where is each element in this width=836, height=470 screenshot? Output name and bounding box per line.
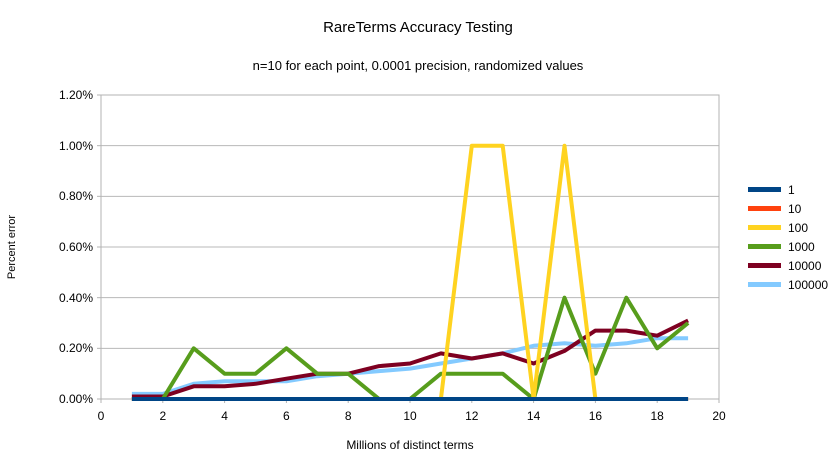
legend-item-10000: 10000: [748, 256, 828, 275]
legend-item-10: 10: [748, 199, 828, 218]
x-tick-label: 0: [97, 409, 105, 423]
legend-label: 10000: [788, 258, 822, 273]
legend-item-100000: 100000: [748, 275, 828, 294]
series-line-10000: [131, 318, 689, 399]
y-tick-label: 0.60%: [58, 240, 93, 254]
y-tick-label: 0.00%: [58, 392, 93, 406]
x-tick-label: 18: [650, 409, 664, 423]
x-tick-label: 10: [403, 409, 417, 423]
legend-swatch: [748, 244, 781, 249]
x-tick-label: 2: [159, 409, 167, 423]
x-tick-label: 12: [465, 409, 479, 423]
series-line-100000: [131, 336, 689, 396]
x-tick-label: 8: [344, 409, 352, 423]
legend-swatch: [748, 225, 781, 230]
legend-item-1000: 1000: [748, 237, 828, 256]
x-tick-label: 4: [221, 409, 228, 423]
legend-label: 1000: [788, 239, 815, 254]
x-tick-label: 20: [712, 409, 726, 423]
y-tick-label: 1.20%: [58, 88, 93, 102]
chart-subtitle: n=10 for each point, 0.0001 precision, r…: [252, 58, 584, 73]
legend-item-100: 100: [748, 218, 828, 237]
legend-swatch: [748, 206, 781, 211]
x-axis-title: Millions of distinct terms: [346, 438, 474, 452]
legend-swatch: [748, 187, 781, 192]
y-tick-label: 0.80%: [58, 189, 93, 204]
legend: 1 10 100 1000 10000 100000: [748, 180, 828, 294]
legend-label: 1: [788, 182, 795, 197]
x-tick-label: 14: [526, 409, 541, 423]
legend-swatch: [748, 282, 781, 287]
legend-label: 100000: [788, 277, 829, 292]
chart-title: RareTerms Accuracy Testing: [323, 19, 513, 36]
y-tick-label: 1.00%: [58, 138, 93, 153]
legend-label: 100: [788, 220, 809, 235]
legend-swatch: [748, 263, 781, 268]
x-tick-label: 16: [588, 409, 603, 423]
series-line-100: [131, 143, 689, 401]
legend-item-1: 1: [748, 180, 828, 199]
x-tick-label: 6: [283, 409, 290, 423]
y-tick-label: 0.40%: [58, 290, 93, 305]
y-tick-label: 0.20%: [58, 341, 93, 356]
y-axis-title: Percent error: [6, 214, 18, 280]
legend-label: 10: [788, 201, 802, 216]
